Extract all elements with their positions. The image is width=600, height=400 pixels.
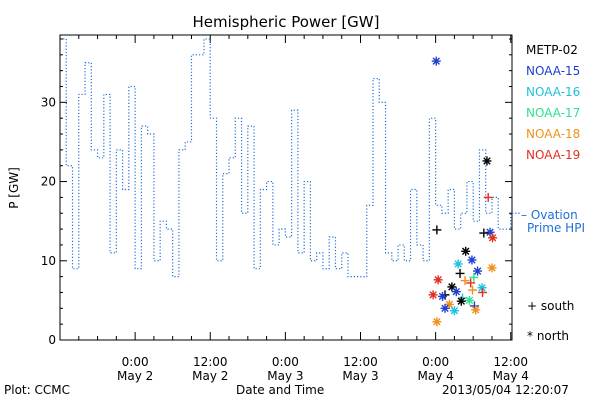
marker-stroke (438, 292, 447, 301)
legend: METP-02 NOAA-15 NOAA-16 NOAA-17 NOAA-18 NOAA-… (526, 43, 580, 162)
marker-stroke (478, 283, 486, 292)
marker-stroke (468, 256, 476, 264)
x-tick-date-label: May 4 (417, 369, 453, 383)
y-tick-label: 0 (48, 333, 56, 347)
satellite-points (428, 56, 498, 327)
marker-stroke (465, 296, 474, 305)
x-tick-time-label: 12:00 (193, 355, 228, 369)
marker-stroke (434, 276, 442, 284)
marker-stroke (452, 287, 461, 296)
legend-entry: NOAA-18 (526, 127, 580, 141)
marker-stroke (448, 283, 456, 291)
x-axis-label: Date and Time (236, 383, 325, 397)
plot-timestamp: 2013/05/04 12:20:07 (442, 383, 569, 397)
plot-border (59, 34, 513, 341)
satellite-point (477, 283, 487, 293)
marker-stroke (471, 306, 480, 314)
satellite-point (473, 266, 483, 276)
x-tick-date-label: May 2 (192, 369, 228, 383)
x-tick-time-label: 12:00 (343, 355, 378, 369)
satellite-point (460, 276, 470, 286)
ovation-line (63, 38, 512, 278)
ovation-label: – Ovation (521, 208, 578, 222)
satellite-point (432, 317, 442, 327)
legend-entry: METP-02 (526, 43, 578, 57)
marker-stroke (454, 260, 462, 268)
x-tick-date-label: May 3 (342, 369, 378, 383)
satellite-point (466, 278, 476, 288)
marker-stroke (450, 306, 459, 315)
satellite-point (451, 287, 461, 297)
y-axis: 0 10 20 30 (41, 38, 512, 347)
marker-stroke (429, 291, 437, 299)
legend-entry: NOAA-16 (526, 85, 580, 99)
plot-frame (59, 34, 513, 341)
y-tick-label: 20 (41, 175, 56, 189)
y-tick-label: 30 (41, 95, 56, 109)
satellite-point (488, 233, 498, 243)
marker-stroke (473, 267, 482, 275)
satellite-point (432, 225, 442, 235)
y-axis-label: P [GW] (7, 167, 21, 209)
marker-key-entry: * north (527, 329, 569, 343)
ovation-label: Prime HPI (527, 221, 585, 235)
x-tick-time-label: 0:00 (272, 355, 299, 369)
marker-stroke (488, 234, 497, 242)
legend-entry: NOAA-17 (526, 106, 580, 120)
x-tick-time-label: 0:00 (122, 355, 149, 369)
satellite-point (469, 272, 479, 282)
satellite-point (467, 255, 477, 265)
marker-key-entry: + south (527, 299, 574, 313)
satellite-point (449, 306, 459, 316)
marker-stroke (433, 318, 441, 326)
marker-key: + south * north (527, 299, 574, 343)
chart-title: Hemispheric Power [GW] (193, 13, 380, 31)
marker-stroke (432, 57, 440, 65)
marker-stroke (486, 228, 494, 236)
x-tick-time-label: 12:00 (493, 355, 528, 369)
x-tick-date-label: May 3 (267, 369, 303, 383)
satellite-point (487, 263, 497, 273)
legend-entry: NOAA-15 (526, 64, 580, 78)
satellite-point (461, 246, 471, 256)
marker-stroke (457, 297, 466, 305)
satellite-point (478, 287, 488, 297)
satellite-point (444, 299, 454, 309)
x-tick-date-label: May 4 (493, 369, 529, 383)
y-tick-label: 10 (41, 254, 56, 268)
satellite-point (483, 192, 493, 202)
satellite-point (453, 259, 463, 269)
satellite-point (433, 275, 443, 285)
satellite-point (440, 303, 450, 313)
x-tick-date-label: May 2 (117, 369, 153, 383)
satellite-point (428, 290, 438, 300)
marker-stroke (483, 157, 491, 165)
marker-stroke (461, 247, 470, 256)
x-tick-time-label: 0:00 (422, 355, 449, 369)
satellite-point (468, 285, 478, 295)
satellite-point (464, 295, 474, 305)
satellite-point (456, 296, 466, 306)
satellite-point (471, 305, 481, 315)
plot-credit: Plot: CCMC (4, 383, 70, 397)
marker-stroke (441, 304, 449, 313)
satellite-point (479, 228, 489, 238)
satellite-point (438, 291, 448, 301)
satellite-point (455, 268, 465, 278)
marker-stroke (488, 264, 496, 272)
legend-entry: NOAA-19 (526, 148, 580, 162)
satellite-point (482, 156, 492, 166)
satellite-point (431, 56, 441, 66)
